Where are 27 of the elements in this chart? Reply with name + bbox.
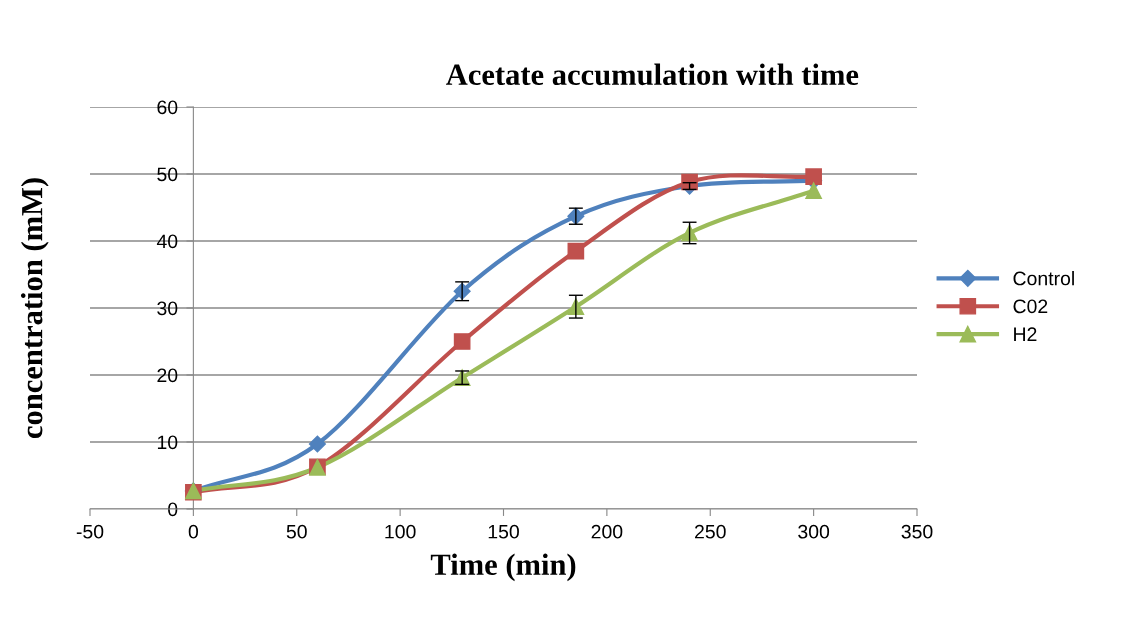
y-tick-label: 50: [157, 167, 178, 182]
point: [308, 435, 326, 453]
point: [805, 182, 822, 200]
y-tick-label: 0: [168, 502, 178, 517]
legend-label: C02: [1013, 299, 1048, 314]
x-tick-label: 200: [591, 524, 623, 539]
y-tick-label: 10: [157, 435, 178, 450]
x-axis-title: Time (min): [430, 553, 576, 582]
x-tick-label: 300: [798, 524, 830, 539]
point: [567, 242, 585, 260]
y-tick-label: 20: [157, 368, 178, 383]
chart-title: Acetate accumulation with time: [446, 63, 859, 86]
x-tick-label: 50: [286, 524, 307, 539]
point: [805, 168, 822, 186]
x-tick-label: 350: [901, 524, 933, 539]
y-axis-title: concentration (mM): [20, 178, 49, 439]
y-tick-label: 40: [156, 234, 178, 249]
x-tick-label: -50: [76, 524, 104, 539]
x-tick-label: 150: [488, 524, 519, 539]
x-tick-label: 100: [385, 524, 416, 539]
legend-label: Control: [1013, 271, 1074, 286]
x-tick-label: 0: [188, 524, 199, 539]
x-tick-label: 250: [695, 524, 726, 539]
y-tick-label: 60: [157, 100, 178, 115]
point: [453, 333, 471, 350]
y-tick-label: 30: [157, 301, 178, 316]
legend-label: H2: [1014, 327, 1037, 341]
